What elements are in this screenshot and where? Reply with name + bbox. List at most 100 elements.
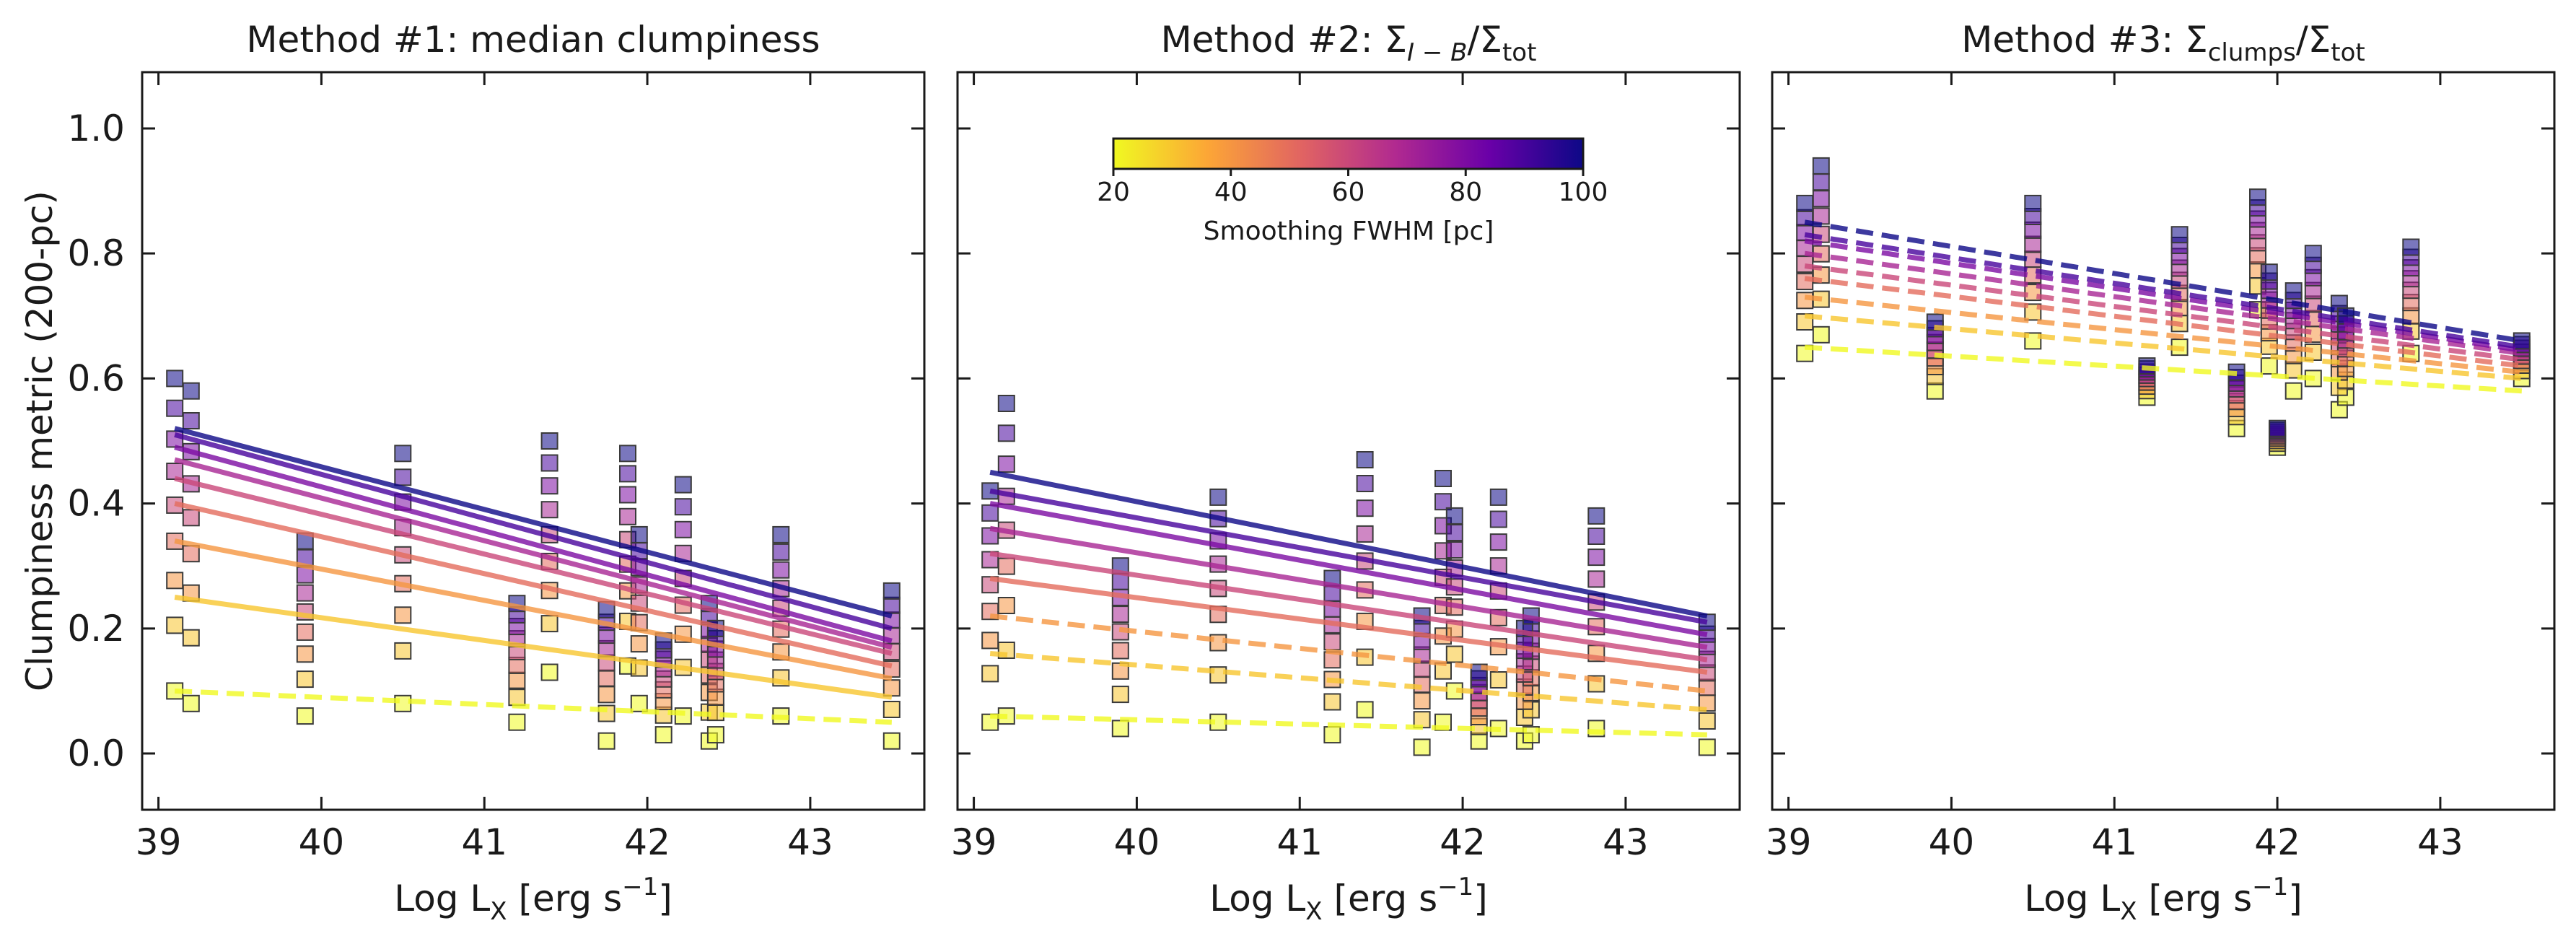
y-tick-label: 0.8 <box>67 232 125 274</box>
scatter-point <box>2284 282 2303 300</box>
scatter-point <box>981 527 999 545</box>
x-tick-label: 41 <box>2091 821 2137 863</box>
fit-line <box>1804 344 2523 394</box>
scatter-point <box>2269 419 2287 437</box>
scatter-point <box>882 732 901 750</box>
x-tick-label: 41 <box>461 821 507 863</box>
scatter-point <box>619 465 636 483</box>
fit-line <box>1804 238 2523 353</box>
scatter-point <box>540 663 558 681</box>
scatter-point <box>619 486 636 504</box>
scatter-point <box>1489 533 1507 551</box>
fit-line <box>1804 263 2523 362</box>
x-tick-label: 40 <box>299 821 345 863</box>
scatter-point <box>182 694 200 712</box>
scatter-point <box>394 468 412 486</box>
colorbar-tick-label: 60 <box>1332 178 1365 207</box>
y-tick-label: 0.2 <box>67 608 125 650</box>
scatter-point <box>1926 382 1944 400</box>
panel-2-x-label: Log LX [erg s−1] <box>1209 873 1488 926</box>
fit-line <box>1804 276 2523 369</box>
scatter-point <box>540 477 558 495</box>
fit-line <box>1804 250 2523 357</box>
scatter-point <box>1587 507 1605 525</box>
colorbar-label: Smoothing FWHM [pc] <box>1204 217 1494 246</box>
scatter-point <box>1323 693 1341 711</box>
scatter-point <box>1796 292 1814 310</box>
panel-1-x-ticks: 39 40 41 42 43 <box>136 72 833 863</box>
scatter-point <box>1489 488 1507 506</box>
colorbar-tick-label: 80 <box>1449 178 1482 207</box>
y-tick-label: 1.0 <box>67 108 125 149</box>
panel-2-frame <box>956 71 1741 811</box>
scatter-point <box>1489 510 1507 528</box>
scatter-point <box>2304 245 2322 263</box>
x-tick-label: 42 <box>624 821 670 863</box>
scatter-point <box>1356 475 1374 492</box>
fit-line <box>989 613 1708 694</box>
scatter-point <box>540 615 558 633</box>
panel-1-marks <box>166 370 901 750</box>
scatter-point <box>1698 738 1716 756</box>
scatter-point <box>2260 263 2278 281</box>
y-tick-label: 0.0 <box>67 733 125 774</box>
scatter-point <box>674 476 692 494</box>
scatter-point <box>1796 194 1814 212</box>
scatter-point <box>166 399 184 417</box>
x-tick-label: 39 <box>1766 821 1812 863</box>
scatter-point <box>1445 507 1463 525</box>
scatter-point <box>619 445 636 463</box>
fit-line <box>1804 313 2523 381</box>
fit-line <box>990 713 1707 738</box>
scatter-point <box>166 370 184 388</box>
scatter-point <box>296 670 314 689</box>
scatter-point <box>2024 194 2042 212</box>
colorbar-gradient <box>1112 137 1585 170</box>
fit-line <box>174 457 893 650</box>
scatter-point <box>1434 493 1452 511</box>
scatter-point <box>540 454 558 472</box>
scatter-point <box>2513 332 2531 350</box>
scatter-point <box>1434 470 1452 487</box>
fit-line <box>989 488 1708 625</box>
scatter-point <box>296 645 314 663</box>
scatter-point <box>597 732 615 750</box>
x-tick-label: 43 <box>1603 821 1649 863</box>
scatter-point <box>296 584 314 602</box>
scatter-point <box>1489 671 1507 689</box>
scatter-point <box>1209 488 1227 506</box>
scatter-point <box>508 689 526 707</box>
scatter-point <box>654 726 673 744</box>
fit-line <box>1804 294 2523 375</box>
scatter-point <box>674 498 692 516</box>
scatter-point <box>182 629 200 647</box>
scatter-point <box>1111 720 1129 738</box>
colorbar-tick-label: 100 <box>1559 178 1608 207</box>
fit-line <box>174 426 893 619</box>
x-tick-label: 42 <box>1440 821 1486 863</box>
fit-line <box>989 501 1708 637</box>
scatter-point <box>772 525 790 543</box>
fit-line <box>175 688 892 725</box>
scatter-point <box>1445 524 1463 541</box>
x-tick-label: 39 <box>951 821 997 863</box>
fit-line <box>174 476 893 656</box>
fit-line <box>1804 219 2523 344</box>
scatter-point <box>166 616 184 634</box>
scatter-point <box>619 507 636 525</box>
scatter-point <box>1445 541 1463 559</box>
scatter-point <box>772 561 790 579</box>
scatter-point <box>394 445 412 463</box>
x-tick-label: 40 <box>1929 821 1975 863</box>
colorbar-tick-label: 40 <box>1214 178 1248 207</box>
panel-2-marks <box>981 395 1716 756</box>
panel-2-x-ticks: 39 40 41 42 43 <box>951 72 1649 863</box>
scatter-point <box>1323 633 1341 651</box>
scatter-point <box>1413 738 1431 756</box>
panel-3-x-ticks: 39 40 41 42 43 <box>1766 72 2463 863</box>
fit-line <box>174 501 893 669</box>
scatter-point <box>997 597 1015 614</box>
panel-3-frame <box>1771 71 2556 811</box>
fit-line <box>989 576 1708 675</box>
